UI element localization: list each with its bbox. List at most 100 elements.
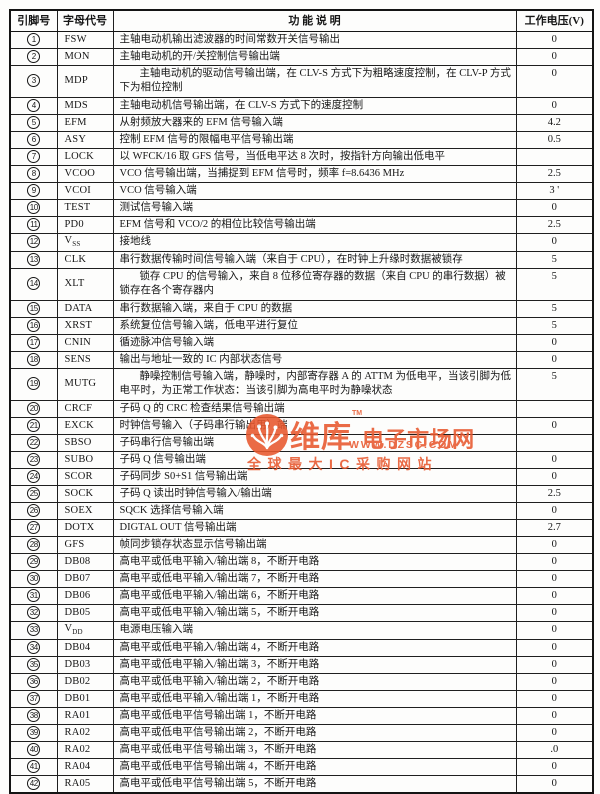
pin-voltage: 0 <box>515 672 594 691</box>
table-row: 21 EXCK 时钟信号输入（子码串行输出用）端 0 <box>9 416 594 435</box>
pin-voltage: 0 <box>515 620 594 640</box>
pin-code: DATA <box>56 299 114 318</box>
pin-number: 33 <box>27 623 41 637</box>
pin-voltage: 0 <box>515 501 594 520</box>
pin-description: 子码串行信号输出端 <box>112 433 517 452</box>
pin-number: 27 <box>27 520 41 534</box>
pin-description: 帧同步锁存状态显示信号输出端 <box>112 535 517 554</box>
pin-description: 主轴电动机信号输出端，在 CLV-S 方式下的速度控制 <box>112 96 517 115</box>
pin-voltage: 4.2 <box>515 113 594 132</box>
pin-voltage: .0 <box>515 740 594 759</box>
pin-description: 主轴电动机的驱动信号输出端，在 CLV-S 方式下为粗略速度控制，在 CLV-P… <box>112 64 517 98</box>
pin-voltage: 0 <box>515 552 594 571</box>
pin-description: SQCK 选择信号输入端 <box>112 501 517 520</box>
pin-voltage: 5 <box>515 267 594 301</box>
pin-description: VCO 信号输入端 <box>112 181 517 200</box>
pin-voltage: 5 <box>515 367 594 401</box>
pin-voltage: 0 <box>515 569 594 588</box>
pin-number: 11 <box>27 217 41 231</box>
pin-voltage: 0 <box>515 450 594 469</box>
pin-code: DB06 <box>56 586 114 605</box>
pin-number: 12 <box>27 235 41 249</box>
pin-voltage: 0 <box>515 333 594 352</box>
table-header-row: 引脚号 字母代号 功 能 说 明 工作电压(V) <box>9 9 594 32</box>
pin-code: MUTG <box>56 367 114 401</box>
pin-description: 高电平或低电平输入/输出端 3，不断开电路 <box>112 655 517 674</box>
pin-number: 6 <box>27 132 41 146</box>
pin-number: 22 <box>27 435 41 449</box>
pin-voltage: 0 <box>515 30 594 49</box>
pin-description: 高电平或低电平输入/输出端 6，不断开电路 <box>112 586 517 605</box>
pin-description: 高电平或低电平信号输出端 2，不断开电路 <box>112 723 517 742</box>
pin-code: PD0 <box>56 215 114 234</box>
pin-code: ASY <box>56 130 114 149</box>
table-row: 17 CNIN 循迹脉冲信号输入端 0 <box>9 333 594 352</box>
pin-voltage: 0 <box>515 467 594 486</box>
pin-voltage: 0 <box>515 198 594 217</box>
pin-number: 3 <box>27 74 41 87</box>
pin-description: 高电平或低电平输入/输出端 1，不断开电路 <box>112 689 517 708</box>
pin-code: DB07 <box>56 569 114 588</box>
pin-code: TEST <box>56 198 114 217</box>
pin-code: VCOI <box>56 181 114 200</box>
pin-code: MDP <box>56 64 114 98</box>
pin-description: 高电平或低电平信号输出端 5，不断开电路 <box>112 774 517 794</box>
pin-description: 串行数据输入端，来自于 CPU 的数据 <box>112 299 517 318</box>
pin-number: 20 <box>27 401 41 415</box>
pin-code: EFM <box>56 113 114 132</box>
pin-description: 高电平或低电平输入/输出端 2，不断开电路 <box>112 672 517 691</box>
pin-number: 42 <box>27 776 41 790</box>
pin-number: 15 <box>27 301 41 315</box>
pin-code: DB02 <box>56 672 114 691</box>
pin-description: 子码 Q 信号输出端 <box>112 450 517 469</box>
pin-code: RA01 <box>56 706 114 725</box>
pin-description: 循迹脉冲信号输入端 <box>112 333 517 352</box>
pin-voltage: 2.5 <box>515 484 594 503</box>
pin-description: 主轴电动机的开/关控制信号输出端 <box>112 47 517 66</box>
pin-description: 高电平或低电平信号输出端 3，不断开电路 <box>112 740 517 759</box>
pin-code: DB03 <box>56 655 114 674</box>
table-row: 14 XLT 锁存 CPU 的信号输入，来自 8 位移位寄存器的数据（来自 CP… <box>9 267 594 301</box>
table-row: 9 VCOI VCO 信号输入端 3 ' <box>9 181 594 200</box>
table-row: 31 DB06 高电平或低电平输入/输出端 6，不断开电路 0 <box>9 586 594 605</box>
pin-number: 36 <box>27 674 41 688</box>
pin-description: 高电平或低电平输入/输出端 8，不断开电路 <box>112 552 517 571</box>
table-row: 6 ASY 控制 EFM 信号的限幅电平信号输出端 0.5 <box>9 130 594 149</box>
pin-code: VDD <box>56 620 114 640</box>
pin-number: 9 <box>27 183 41 197</box>
pin-description: 接地线 <box>112 232 517 252</box>
table-row: 37 DB01 高电平或低电平输入/输出端 1，不断开电路 0 <box>9 689 594 708</box>
pin-number: 31 <box>27 588 41 602</box>
table-row: 16 XRST 系统复位信号输入端，低电平进行复位 5 <box>9 316 594 335</box>
pin-number: 7 <box>27 149 41 163</box>
pin-number: 14 <box>27 277 41 291</box>
header-pin-number: 引脚号 <box>9 9 58 32</box>
pin-description: 子码 Q 读出时钟信号输入/输出端 <box>112 484 517 503</box>
pin-code: MDS <box>56 96 114 115</box>
scanned-document-page: 引脚号 字母代号 功 能 说 明 工作电压(V) 1 FSW 主轴电动机输出滤波… <box>9 9 594 794</box>
pin-number: 17 <box>27 335 41 349</box>
pin-voltage: 5 <box>515 250 594 269</box>
pin-description: 串行数据传输时间信号输入端（来自于 CPU），在时钟上升缘时数据被锁存 <box>112 250 517 269</box>
pin-code: EXCK <box>56 416 114 435</box>
pin-code: SOCK <box>56 484 114 503</box>
pin-description: EFM 信号和 VCO/2 的相位比较信号输出端 <box>112 215 517 234</box>
pin-description: 以 WFCK/16 取 GFS 信号，当低电平达 8 次时，按指针方向输出低电平 <box>112 147 517 166</box>
pin-code: SOEX <box>56 501 114 520</box>
pin-voltage: 0 <box>515 232 594 252</box>
table-row: 35 DB03 高电平或低电平输入/输出端 3，不断开电路 0 <box>9 655 594 674</box>
pin-number: 2 <box>27 49 41 63</box>
pin-code: CLK <box>56 250 114 269</box>
table-row: 23 SUBO 子码 Q 信号输出端 0 <box>9 450 594 469</box>
pin-number: 5 <box>27 115 41 129</box>
pin-table-body: 1 FSW 主轴电动机输出滤波器的时间常数开关信号输出 0 2 MON 主轴电动… <box>9 30 594 794</box>
pin-voltage: 0 <box>515 655 594 674</box>
pin-code: DB04 <box>56 638 114 657</box>
pin-function-table: 引脚号 字母代号 功 能 说 明 工作电压(V) 1 FSW 主轴电动机输出滤波… <box>9 9 594 794</box>
pin-description: 锁存 CPU 的信号输入，来自 8 位移位寄存器的数据（来自 CPU 的串行数据… <box>112 267 517 301</box>
pin-description: 时钟信号输入（子码串行输出用）端 <box>112 416 517 435</box>
pin-number: 25 <box>27 486 41 500</box>
pin-number: 28 <box>27 537 41 551</box>
table-row: 39 RA02 高电平或低电平信号输出端 2，不断开电路 0 <box>9 723 594 742</box>
pin-code: RA04 <box>56 757 114 776</box>
